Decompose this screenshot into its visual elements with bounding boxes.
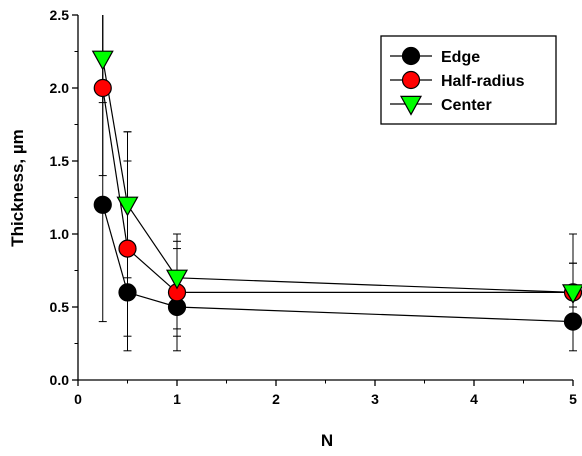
half-radius-data-point: [118, 239, 137, 258]
y-tick-label: 1.5: [50, 153, 70, 169]
y-tick-label: 2.5: [50, 7, 70, 23]
legend: Edge Half-radius Center: [380, 35, 557, 125]
x-tick-label: 0: [74, 391, 82, 407]
x-axis-title: N: [321, 431, 333, 450]
x-tick-label: 5: [569, 391, 577, 407]
edge-data-point: [118, 283, 137, 302]
x-tick-label: 4: [470, 391, 478, 407]
y-tick-label: 2.0: [50, 80, 70, 96]
edge-data-point: [93, 195, 112, 214]
x-tick-label: 3: [371, 391, 379, 407]
half-radius-series-line: [102, 87, 573, 293]
center-data-point: [91, 50, 114, 71]
edge-series-line: [102, 204, 574, 323]
legend-marker-half-radius: [401, 70, 421, 90]
legend-item-center: Center: [390, 95, 492, 116]
y-axis-title: Thickness, µm: [8, 129, 27, 247]
series-lines-group: [102, 58, 574, 323]
y-tick-label: 0.0: [50, 372, 70, 388]
legend-label-center: Center: [441, 97, 492, 114]
half-radius-data-point: [93, 78, 112, 98]
y-tick-label: 0.5: [50, 299, 70, 315]
center-data-point: [116, 196, 139, 217]
center-data-point: [165, 269, 189, 290]
legend-label-edge: Edge: [441, 49, 480, 66]
axes-group: 0 1 2 3 4 5 0.0 0.5 1.0 1.5 2.0 2.5: [50, 7, 578, 407]
x-tick-label: 1: [173, 391, 181, 407]
edge-data-point: [563, 312, 582, 331]
markers-group: [91, 50, 582, 331]
center-series-line: [102, 58, 574, 293]
y-tick-label: 1.0: [50, 226, 70, 242]
legend-label-half-radius: Half-radius: [441, 73, 525, 90]
x-tick-label: 2: [272, 391, 280, 407]
legend-item-half-radius: Half-radius: [390, 70, 525, 90]
legend-item-edge: Edge: [390, 46, 480, 66]
center-data-point: [561, 284, 582, 305]
legend-marker-center: [399, 95, 423, 116]
legend-marker-edge: [401, 46, 421, 66]
